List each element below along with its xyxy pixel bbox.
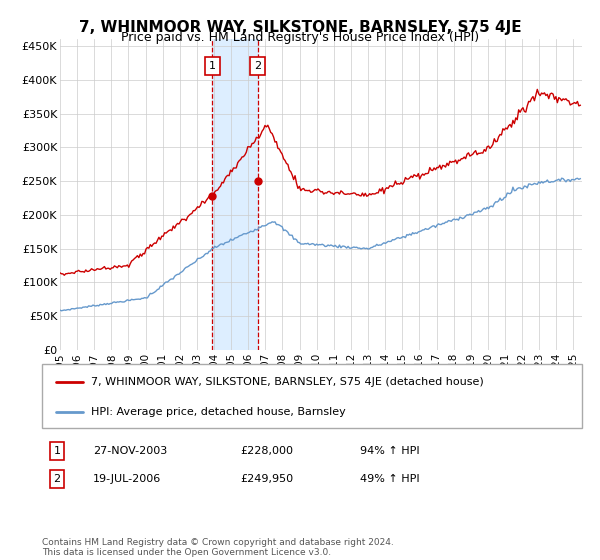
Text: 2: 2 [53,474,61,484]
Text: 19-JUL-2006: 19-JUL-2006 [93,474,161,484]
Text: HPI: Average price, detached house, Barnsley: HPI: Average price, detached house, Barn… [91,407,346,417]
Text: 49% ↑ HPI: 49% ↑ HPI [360,474,419,484]
Text: £249,950: £249,950 [240,474,293,484]
Bar [212,39,257,350]
Text: 1: 1 [53,446,61,456]
Text: 7, WHINMOOR WAY, SILKSTONE, BARNSLEY, S75 4JE: 7, WHINMOOR WAY, SILKSTONE, BARNSLEY, S7… [79,20,521,35]
Text: Price paid vs. HM Land Registry's House Price Index (HPI): Price paid vs. HM Land Registry's House … [121,31,479,44]
FancyBboxPatch shape [42,364,582,428]
Text: 7, WHINMOOR WAY, SILKSTONE, BARNSLEY, S75 4JE (detached house): 7, WHINMOOR WAY, SILKSTONE, BARNSLEY, S7… [91,377,484,387]
Text: 1: 1 [209,61,216,71]
Text: £228,000: £228,000 [240,446,293,456]
Text: Contains HM Land Registry data © Crown copyright and database right 2024.
This d: Contains HM Land Registry data © Crown c… [42,538,394,557]
Text: 27-NOV-2003: 27-NOV-2003 [93,446,167,456]
Text: 94% ↑ HPI: 94% ↑ HPI [360,446,419,456]
Text: 2: 2 [254,61,261,71]
